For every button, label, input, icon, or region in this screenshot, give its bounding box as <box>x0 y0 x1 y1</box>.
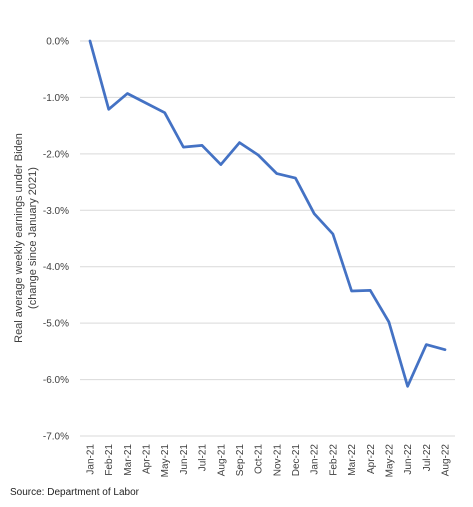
x-tick-label: Jan-22 <box>310 444 321 475</box>
x-tick-label: Apr-21 <box>142 444 153 474</box>
y-tick-label: -4.0% <box>43 262 69 273</box>
series-line <box>88 39 447 388</box>
x-tick-label: Apr-22 <box>366 444 377 474</box>
y-tick-label: -2.0% <box>43 149 69 160</box>
x-tick-label: Feb-22 <box>328 444 339 476</box>
y-axis-ticks: 0.0% -1.0% -2.0% -3.0% -4.0% -5.0% -6.0% -7.0% <box>43 37 69 443</box>
x-axis-ticks: Jan-21 Feb-21 Mar-21 Apr-21 May-21 Jun-21 Jul-… <box>86 444 452 478</box>
series-group <box>88 39 447 388</box>
y-tick-label: -1.0% <box>43 93 69 104</box>
x-tick-label: Oct-21 <box>254 444 265 474</box>
x-tick-label: Sep-21 <box>235 444 246 477</box>
y-tick-label: -3.0% <box>43 206 69 217</box>
y-tick-label: -5.0% <box>43 319 69 330</box>
x-tick-label: Mar-22 <box>347 444 358 476</box>
y-axis-label-line2: (change since January 2021) <box>27 167 39 309</box>
x-tick-label: Jul-21 <box>198 444 209 472</box>
x-tick-label: Aug-21 <box>216 444 227 477</box>
y-tick-label: -7.0% <box>43 432 69 443</box>
x-tick-label: Jun-22 <box>403 444 414 475</box>
y-tick-label: -6.0% <box>43 375 69 386</box>
x-tick-label: Feb-21 <box>104 444 115 476</box>
source-note: Source: Department of Labor <box>10 487 139 498</box>
x-tick-label: Nov-21 <box>272 444 283 477</box>
x-tick-label: Jun-21 <box>179 444 190 475</box>
gridlines <box>80 40 455 437</box>
y-tick-label: 0.0% <box>46 37 69 48</box>
x-tick-label: May-21 <box>160 444 171 478</box>
x-tick-label: Mar-21 <box>123 444 134 476</box>
x-tick-label: Dec-21 <box>291 444 302 477</box>
y-axis-label-line1: Real average weekly earnings under Biden <box>13 133 25 343</box>
x-tick-label: May-22 <box>384 444 395 478</box>
x-tick-label: Jul-22 <box>422 444 433 472</box>
x-tick-label: Aug-22 <box>441 444 452 477</box>
x-tick-label: Jan-21 <box>86 444 97 475</box>
